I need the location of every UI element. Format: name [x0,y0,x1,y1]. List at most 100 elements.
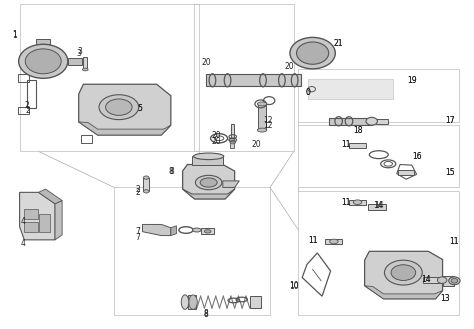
Bar [24,222,37,232]
Ellipse shape [366,117,377,125]
Text: 10: 10 [289,282,299,291]
Bar [258,104,266,130]
Ellipse shape [192,228,201,232]
Text: 8: 8 [204,309,209,318]
Text: 3: 3 [76,49,81,58]
Ellipse shape [257,128,267,132]
Text: 4: 4 [20,217,25,226]
Bar [376,119,388,124]
Bar [349,143,366,148]
Text: 3: 3 [78,47,82,56]
Text: 13: 13 [440,294,450,303]
Bar [230,140,234,148]
Text: 17: 17 [445,116,455,125]
Ellipse shape [144,176,149,179]
Bar [144,178,149,191]
Ellipse shape [384,260,422,285]
Polygon shape [36,39,50,44]
Ellipse shape [229,139,235,141]
Text: 21: 21 [334,39,343,48]
Polygon shape [365,251,443,299]
Ellipse shape [353,200,362,204]
Text: 0: 0 [305,88,310,97]
Text: 14: 14 [421,275,431,284]
Text: 15: 15 [445,168,455,177]
Polygon shape [55,201,62,240]
Polygon shape [365,286,443,299]
Text: 15: 15 [445,168,455,177]
Text: 8: 8 [169,167,174,176]
Bar [398,170,414,175]
Text: 11: 11 [450,237,459,246]
Polygon shape [182,164,235,199]
Bar [325,239,342,244]
Bar [83,57,87,69]
Text: 18: 18 [353,126,362,135]
Text: 2: 2 [24,101,29,110]
Text: 13: 13 [440,294,450,303]
Text: 1: 1 [12,30,17,39]
Text: 12: 12 [263,116,273,125]
Bar [368,204,386,210]
Ellipse shape [391,265,416,281]
Text: 4: 4 [20,239,25,248]
Ellipse shape [25,49,61,74]
Text: 14: 14 [374,201,383,210]
Bar [250,296,261,308]
Polygon shape [79,84,171,135]
Ellipse shape [193,153,224,160]
Bar [206,74,301,86]
Bar [188,295,196,309]
Text: 11: 11 [341,140,350,149]
Bar [201,228,214,234]
Ellipse shape [82,68,88,71]
Ellipse shape [449,277,460,285]
Ellipse shape [257,102,267,106]
Text: 11: 11 [450,237,459,246]
Text: 10: 10 [289,281,299,290]
Ellipse shape [200,178,217,187]
Text: 17: 17 [445,116,455,125]
Bar [443,276,455,286]
Text: 5: 5 [137,104,143,113]
Text: 0: 0 [305,88,310,97]
Text: 5: 5 [137,104,143,113]
Text: 2: 2 [136,185,140,193]
Polygon shape [182,189,235,199]
Text: 16: 16 [412,152,421,161]
Bar [290,50,300,56]
Text: 16: 16 [412,152,421,161]
Ellipse shape [144,190,149,193]
Ellipse shape [181,295,189,309]
Ellipse shape [189,295,197,309]
Text: 20: 20 [284,62,294,71]
Polygon shape [171,226,176,236]
Text: 20: 20 [251,140,261,149]
Bar [423,277,442,283]
Text: 20: 20 [211,137,221,146]
Ellipse shape [230,140,236,144]
Polygon shape [38,189,62,204]
Text: 11: 11 [341,198,350,207]
Text: 11: 11 [341,198,350,207]
Text: 2: 2 [25,106,30,115]
Ellipse shape [297,42,328,64]
Bar [231,124,234,142]
Bar [39,214,50,232]
Ellipse shape [451,279,458,283]
Ellipse shape [290,38,335,69]
Ellipse shape [204,230,211,233]
Bar [68,58,82,64]
Text: 14: 14 [373,201,383,210]
Ellipse shape [438,277,447,283]
Ellipse shape [99,95,139,120]
Bar [24,209,37,218]
Text: 2: 2 [136,188,140,197]
Ellipse shape [329,239,338,244]
Ellipse shape [18,44,68,78]
Text: 11: 11 [308,236,318,245]
Text: 7: 7 [135,227,140,236]
Text: 18: 18 [353,126,362,135]
Polygon shape [223,181,239,188]
Text: 21: 21 [334,39,343,48]
